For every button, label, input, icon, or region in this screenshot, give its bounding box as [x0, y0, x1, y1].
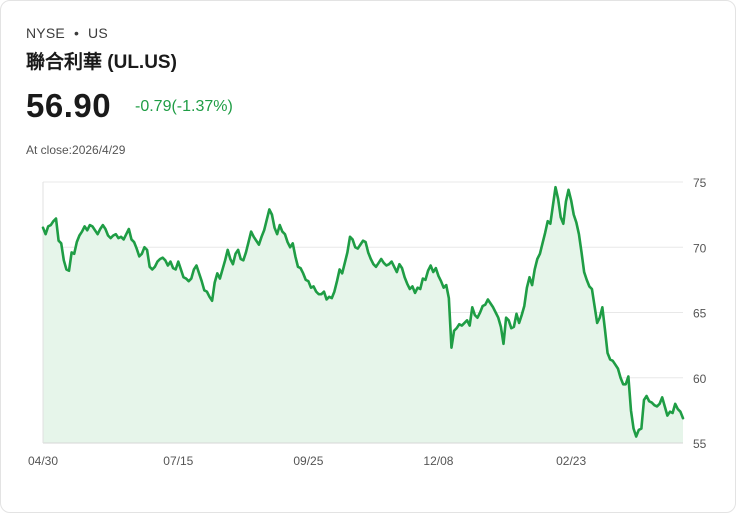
x-tick-label: 07/15	[163, 454, 193, 468]
y-tick-label: 55	[693, 437, 707, 451]
exchange-name: NYSE	[26, 25, 65, 41]
market-name: US	[88, 25, 108, 41]
y-tick-label: 65	[693, 307, 707, 321]
stock-price: 56.90	[26, 87, 112, 124]
stock-title: 聯合利華 (UL.US)	[26, 52, 177, 73]
price-change: -0.79(-1.37%)	[135, 98, 233, 115]
y-tick-label: 70	[693, 241, 707, 255]
y-tick-label: 75	[693, 176, 707, 190]
close-date-label: At close:2026/4/29	[26, 143, 126, 157]
x-tick-label: 02/23	[556, 454, 586, 468]
separator-dot: •	[73, 25, 80, 41]
y-tick-label: 60	[693, 372, 707, 386]
x-tick-label: 04/30	[28, 454, 58, 468]
x-tick-label: 12/08	[423, 454, 453, 468]
x-tick-label: 09/25	[293, 454, 323, 468]
exchange-line: NYSE • US	[26, 25, 108, 41]
price-line	[41, 185, 685, 438]
area-fill	[43, 187, 683, 443]
